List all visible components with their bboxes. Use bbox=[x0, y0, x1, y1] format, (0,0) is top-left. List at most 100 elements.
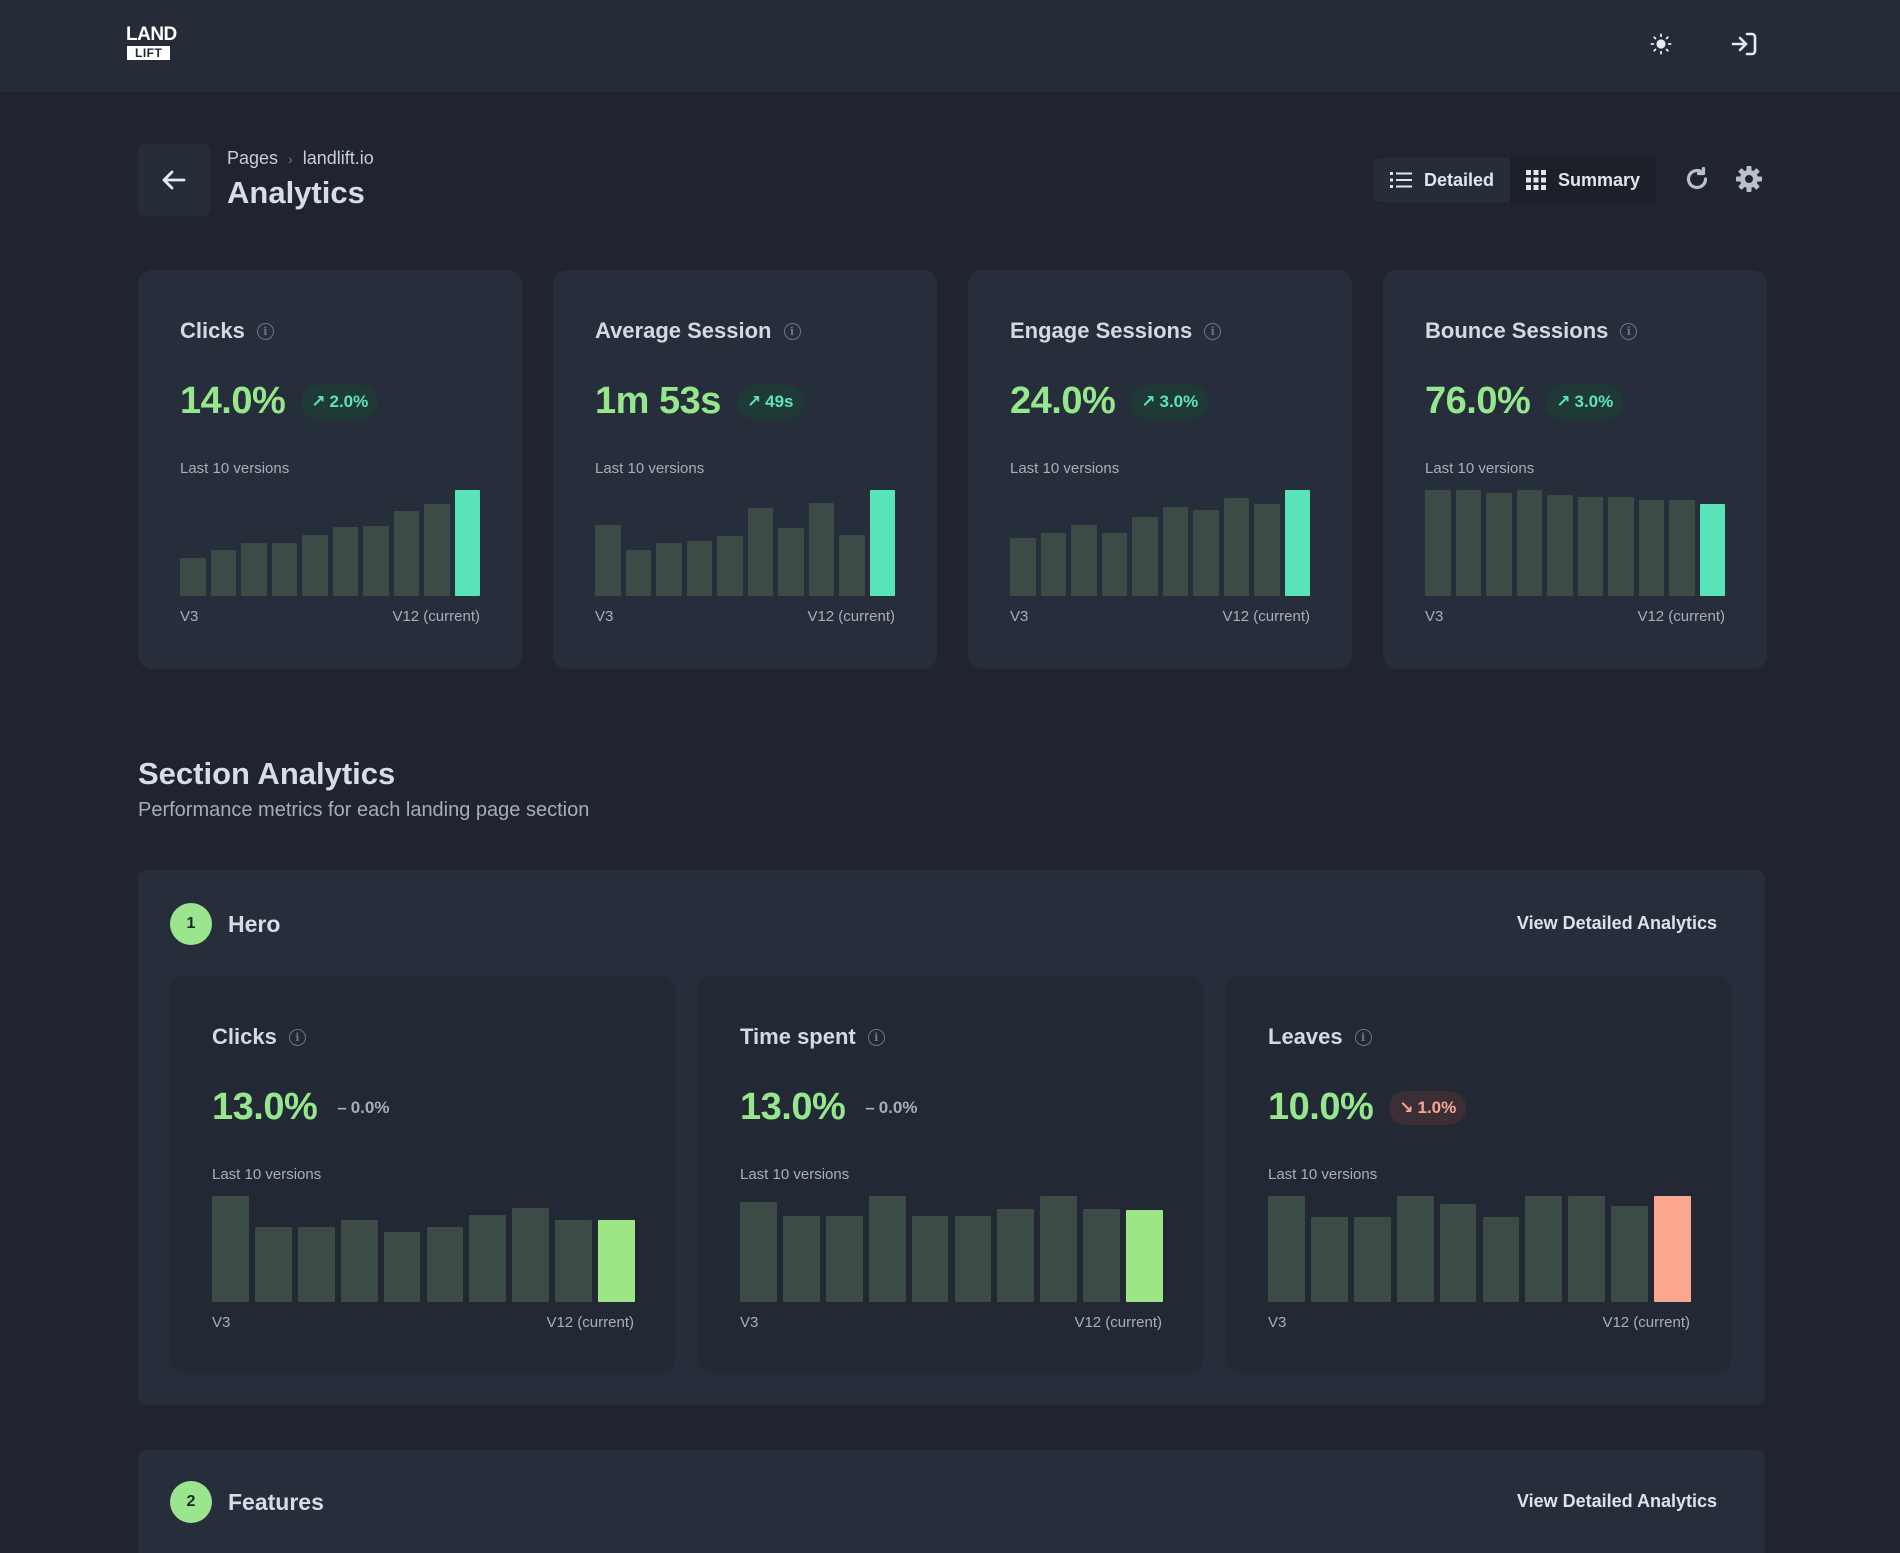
bar-version[interactable] bbox=[1608, 497, 1634, 596]
bar-version[interactable] bbox=[363, 526, 389, 596]
metric-title: Bounce Sessions i bbox=[1425, 318, 1638, 344]
bar-version[interactable] bbox=[393, 511, 419, 596]
bar-version[interactable] bbox=[1439, 1204, 1477, 1302]
bar-version[interactable] bbox=[686, 540, 712, 596]
breadcrumb-current[interactable]: landlift.io bbox=[302, 148, 374, 168]
bar-version[interactable] bbox=[512, 1207, 550, 1302]
bar-version[interactable] bbox=[1071, 524, 1097, 596]
bar-version[interactable] bbox=[1425, 490, 1451, 596]
bar-version[interactable] bbox=[808, 502, 834, 596]
sun-icon[interactable] bbox=[1645, 28, 1677, 60]
bar-version[interactable] bbox=[1254, 503, 1280, 596]
bar-version[interactable] bbox=[911, 1216, 949, 1302]
bar-version[interactable] bbox=[180, 557, 206, 596]
bar-version[interactable] bbox=[778, 528, 804, 596]
bar-version[interactable] bbox=[1547, 495, 1573, 596]
metric-title-text: Leaves bbox=[1268, 1024, 1343, 1049]
bar-version[interactable] bbox=[1353, 1217, 1391, 1302]
info-icon[interactable]: i bbox=[1354, 1028, 1372, 1046]
metric-value: 13.0% bbox=[740, 1086, 846, 1128]
bar-version[interactable] bbox=[1577, 497, 1603, 596]
bar-version[interactable] bbox=[717, 535, 743, 596]
info-icon[interactable]: i bbox=[288, 1028, 306, 1046]
landlift-logo[interactable]: LAND LIFT bbox=[126, 24, 177, 60]
bar-version[interactable] bbox=[625, 550, 651, 596]
grid-icon bbox=[1526, 170, 1547, 190]
bar-current-version[interactable] bbox=[598, 1220, 635, 1302]
bar-version[interactable] bbox=[1223, 498, 1249, 596]
bar-current-version[interactable] bbox=[1126, 1209, 1163, 1302]
bar-version[interactable] bbox=[1268, 1196, 1305, 1302]
bar-version[interactable] bbox=[954, 1216, 992, 1302]
bar-version[interactable] bbox=[839, 534, 865, 596]
bar-current-version[interactable] bbox=[1699, 503, 1725, 596]
bar-version[interactable] bbox=[555, 1220, 593, 1302]
bar-version[interactable] bbox=[271, 543, 297, 596]
bar-current-version[interactable] bbox=[1284, 490, 1310, 596]
bar-version[interactable] bbox=[1455, 490, 1481, 596]
chart-caption: Last 10 versions bbox=[180, 460, 290, 477]
bar-version[interactable] bbox=[1083, 1208, 1121, 1302]
bar-current-version[interactable] bbox=[1654, 1196, 1691, 1302]
bar-version[interactable] bbox=[1486, 493, 1512, 596]
bar-version[interactable] bbox=[1568, 1196, 1606, 1302]
bar-version[interactable] bbox=[825, 1216, 863, 1302]
info-icon[interactable]: i bbox=[1620, 322, 1638, 340]
bar-version[interactable] bbox=[1132, 516, 1158, 596]
bar-version[interactable] bbox=[1525, 1196, 1563, 1302]
info-icon[interactable]: i bbox=[783, 322, 801, 340]
view-detailed-analytics-link[interactable]: View Detailed Analytics bbox=[1516, 1491, 1717, 1511]
bar-version[interactable] bbox=[868, 1196, 906, 1302]
bar-current-version[interactable] bbox=[869, 490, 895, 596]
bar-version[interactable] bbox=[997, 1208, 1035, 1302]
bar-version[interactable] bbox=[426, 1226, 464, 1302]
bar-version[interactable] bbox=[340, 1220, 378, 1302]
bar-version[interactable] bbox=[1162, 506, 1188, 596]
info-icon[interactable]: i bbox=[1204, 322, 1222, 340]
bar-version[interactable] bbox=[1638, 499, 1664, 596]
summary-view-button[interactable]: Summary bbox=[1510, 158, 1657, 202]
bar-version[interactable] bbox=[297, 1226, 335, 1302]
bar-version[interactable] bbox=[424, 503, 450, 596]
bar-version[interactable] bbox=[740, 1202, 777, 1302]
bar-version[interactable] bbox=[212, 1196, 249, 1302]
bar-version[interactable] bbox=[595, 524, 621, 596]
bar-version[interactable] bbox=[469, 1215, 507, 1302]
bar-version[interactable] bbox=[302, 534, 328, 596]
back-button[interactable] bbox=[138, 144, 210, 216]
bar-version[interactable] bbox=[1396, 1196, 1434, 1302]
bar-version[interactable] bbox=[1516, 490, 1542, 596]
detailed-view-button[interactable]: Detailed bbox=[1374, 158, 1510, 202]
sign-in-icon[interactable] bbox=[1728, 28, 1760, 60]
bar-version[interactable] bbox=[1040, 533, 1066, 596]
settings-gear-icon[interactable] bbox=[1732, 162, 1766, 196]
bar-version[interactable] bbox=[241, 543, 267, 596]
bar-version[interactable] bbox=[210, 550, 236, 596]
bar-version[interactable] bbox=[1193, 510, 1219, 596]
arrow-down-right-icon: ↘ bbox=[1399, 1098, 1414, 1117]
bar-version[interactable] bbox=[1101, 533, 1127, 596]
bar-version[interactable] bbox=[332, 527, 358, 596]
bar-version[interactable] bbox=[1010, 537, 1036, 596]
bar-version[interactable] bbox=[1310, 1217, 1348, 1302]
breadcrumb-pages[interactable]: Pages bbox=[227, 148, 279, 168]
bar-version[interactable] bbox=[656, 543, 682, 596]
bar-version[interactable] bbox=[1669, 499, 1695, 596]
metric-title: Clicks i bbox=[180, 318, 274, 344]
bar-current-version[interactable] bbox=[454, 490, 480, 596]
bar-version[interactable] bbox=[782, 1216, 820, 1302]
bar-version[interactable] bbox=[1611, 1205, 1649, 1302]
info-icon[interactable]: i bbox=[256, 322, 274, 340]
bar-version[interactable] bbox=[1040, 1196, 1078, 1302]
metric-title-text: Clicks bbox=[180, 318, 245, 343]
bar-version[interactable] bbox=[747, 508, 773, 596]
section-number-badge: 1 bbox=[170, 903, 212, 945]
refresh-icon[interactable] bbox=[1680, 162, 1714, 196]
x-axis-start-label: V3 bbox=[595, 608, 614, 625]
change-value: 3.0% bbox=[1574, 392, 1614, 411]
bar-version[interactable] bbox=[383, 1232, 421, 1302]
bar-version[interactable] bbox=[254, 1226, 292, 1302]
info-icon[interactable]: i bbox=[867, 1028, 885, 1046]
view-detailed-analytics-link[interactable]: View Detailed Analytics bbox=[1516, 913, 1717, 933]
bar-version[interactable] bbox=[1482, 1217, 1520, 1302]
